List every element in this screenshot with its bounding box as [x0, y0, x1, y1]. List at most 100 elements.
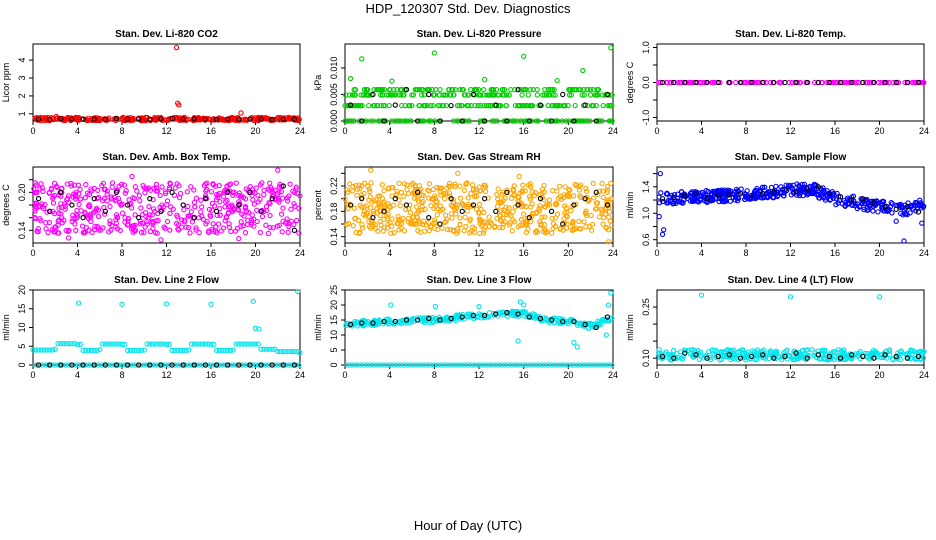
data-point	[416, 183, 423, 189]
data-point	[564, 210, 570, 216]
data-point	[242, 205, 248, 211]
data-point	[661, 227, 667, 233]
data-point	[286, 220, 292, 227]
data-point	[529, 213, 535, 220]
panel-title: Stan. Dev. Li-820 Temp.	[735, 29, 846, 40]
data-point	[162, 225, 168, 232]
overlay-point	[91, 116, 97, 122]
overlay-point	[459, 208, 465, 214]
data-point	[579, 362, 585, 368]
data-point	[69, 340, 75, 347]
overlay-point	[370, 320, 376, 326]
overlay-point	[35, 362, 42, 368]
data-point	[566, 92, 573, 98]
data-point	[217, 212, 223, 218]
overlay-point	[403, 317, 410, 323]
data-point	[52, 346, 58, 352]
overlay-point	[704, 79, 710, 86]
data-point	[252, 325, 259, 331]
overlay-point	[169, 189, 175, 195]
data-point	[450, 316, 457, 322]
data-point	[286, 193, 292, 199]
data-point	[42, 201, 48, 208]
data-point	[545, 87, 551, 93]
overlay-point	[704, 355, 710, 361]
data-point	[743, 195, 749, 201]
data-point	[225, 203, 232, 210]
data-point	[88, 218, 94, 225]
data-point	[419, 207, 425, 213]
data-point	[527, 196, 533, 202]
data-point	[72, 221, 78, 227]
data-point	[770, 195, 777, 201]
data-point	[84, 190, 91, 196]
data-point	[606, 209, 613, 215]
data-point	[289, 348, 295, 355]
overlay-point	[582, 321, 588, 328]
overlay-point	[280, 362, 286, 368]
data-point	[656, 347, 662, 353]
data-point	[136, 347, 142, 354]
data-point	[538, 222, 544, 229]
overlay-point	[682, 193, 688, 199]
data-point	[150, 221, 156, 227]
data-point	[535, 362, 541, 368]
data-point	[130, 229, 136, 235]
data-point	[401, 362, 407, 368]
overlay-point	[671, 355, 677, 361]
overlay-point	[504, 309, 510, 316]
data-point	[257, 229, 264, 236]
data-point	[375, 228, 381, 234]
data-point	[209, 200, 216, 207]
data-point	[499, 87, 505, 93]
overlay-point	[47, 362, 53, 368]
data-point	[491, 362, 498, 368]
data-point	[132, 184, 139, 190]
data-point	[870, 208, 876, 214]
data-point	[435, 362, 441, 368]
x-tick-label: 0	[654, 248, 659, 258]
data-point	[912, 199, 919, 206]
data-point	[366, 186, 372, 192]
data-point	[587, 118, 593, 124]
data-point	[176, 183, 182, 189]
data-point	[264, 115, 271, 121]
data-point	[703, 187, 709, 194]
overlay-point	[481, 118, 488, 124]
data-point	[727, 348, 734, 355]
data-point	[485, 362, 491, 368]
data-point	[548, 230, 555, 236]
data-point	[835, 347, 841, 353]
data-point	[250, 341, 256, 347]
data-point	[841, 347, 847, 353]
data-point	[113, 341, 120, 347]
data-point	[239, 362, 245, 368]
data-point	[457, 183, 463, 189]
data-point	[716, 195, 722, 201]
y-tick-label: 3	[17, 76, 27, 81]
data-point	[603, 332, 609, 338]
data-point	[129, 205, 135, 211]
data-point	[343, 92, 349, 98]
data-point	[143, 186, 149, 192]
data-point	[130, 195, 136, 201]
data-point	[163, 301, 170, 307]
data-point	[144, 221, 151, 227]
data-point	[488, 362, 494, 368]
data-point	[707, 354, 713, 361]
data-point	[431, 362, 437, 368]
x-tick-label: 8	[743, 126, 748, 136]
overlay-point	[213, 116, 220, 123]
data-point	[467, 216, 473, 222]
data-point	[230, 192, 236, 199]
data-point	[108, 341, 114, 347]
overlay-point	[659, 353, 666, 360]
data-point	[557, 183, 563, 189]
data-point	[356, 118, 363, 124]
data-point	[296, 230, 302, 236]
data-point	[147, 212, 153, 218]
y-tick-label: 15	[17, 304, 27, 314]
data-point	[203, 188, 209, 194]
data-point	[476, 216, 483, 222]
